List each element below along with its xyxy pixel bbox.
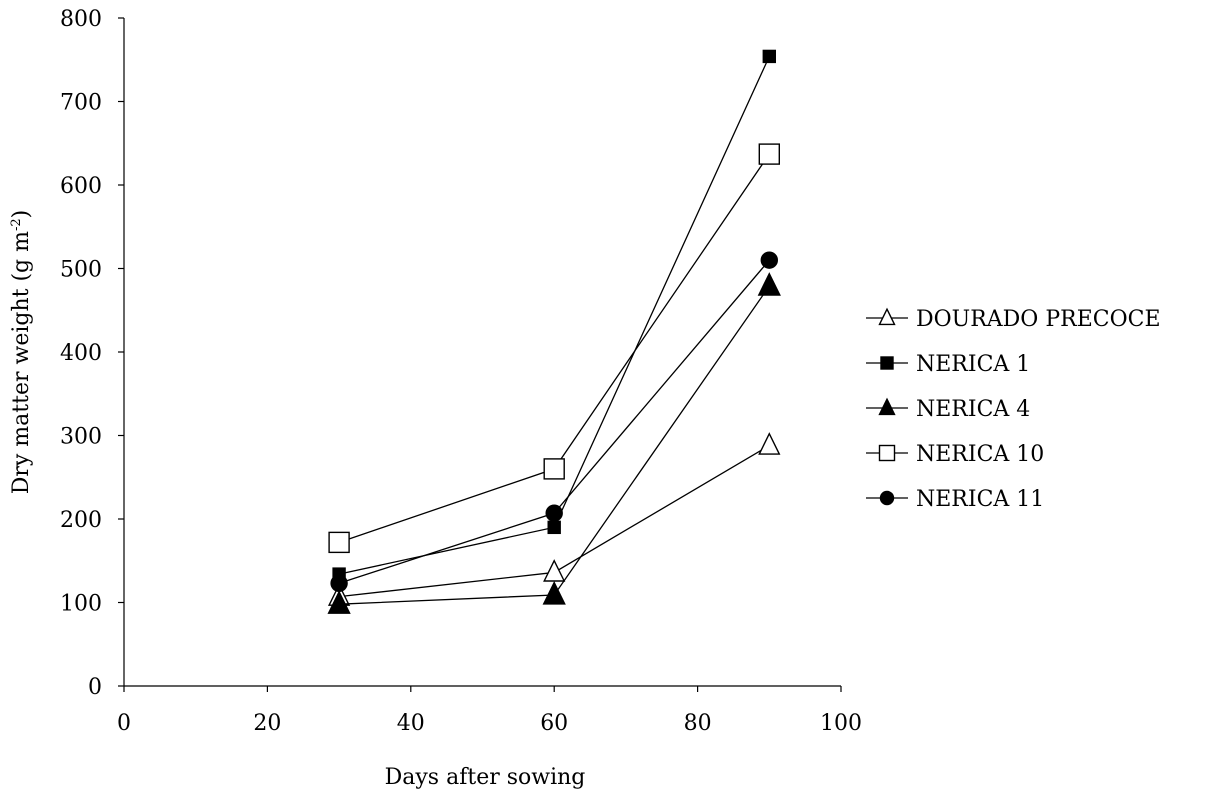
y-axis-label-main: Dry matter weight (g m — [9, 231, 34, 494]
data-point-marker — [545, 504, 563, 522]
data-point-marker — [330, 574, 348, 592]
y-tick-label: 700 — [60, 91, 102, 116]
legend-item: NERICA 11 — [866, 487, 1044, 512]
y-axis-ticks: 0 100 200 300 400 500 600 700 800 — [60, 7, 124, 700]
data-point-marker — [760, 251, 778, 269]
y-axis-label-superscript: -2 — [9, 218, 24, 231]
data-point-marker — [328, 531, 350, 554]
x-tick-label: 100 — [820, 711, 862, 736]
y-axis-label-end: ) — [9, 210, 34, 219]
legend-marker — [880, 356, 894, 370]
x-axis-ticks: 0 20 40 60 80 100 — [117, 686, 862, 736]
legend-item: NERICA 4 — [866, 397, 1030, 422]
y-tick-label: 400 — [60, 341, 102, 366]
series-nerica-1 — [332, 49, 776, 581]
legend-item: DOURADO PRECOCE — [866, 307, 1161, 332]
y-tick-label: 200 — [60, 508, 102, 533]
legend-item: NERICA 1 — [866, 352, 1030, 377]
legend-marker — [879, 490, 895, 506]
x-tick-label: 80 — [684, 711, 712, 736]
legend: DOURADO PRECOCE NERICA 1 NERICA 4 NERICA 10… — [866, 307, 1161, 512]
y-tick-label: 300 — [60, 425, 102, 450]
data-point-marker — [543, 458, 565, 480]
axes — [123, 18, 841, 687]
x-axis-label: Days after sowing — [385, 765, 586, 790]
legend-label: DOURADO PRECOCE — [916, 307, 1161, 332]
legend-label: NERICA 10 — [916, 442, 1044, 467]
data-point-marker — [327, 590, 351, 614]
y-tick-label: 100 — [60, 592, 102, 617]
data-point-marker — [758, 143, 780, 165]
legend-marker — [878, 397, 896, 416]
y-tick-label: 500 — [60, 258, 102, 283]
y-axis-label: Dry matter weight (g m-2) — [9, 210, 34, 495]
x-tick-label: 20 — [253, 711, 281, 736]
data-point-marker — [758, 432, 781, 455]
y-tick-label: 600 — [60, 174, 102, 199]
legend-marker — [878, 307, 896, 326]
data-point-marker — [547, 520, 561, 535]
series-nerica-11 — [330, 251, 778, 592]
legend-label: NERICA 11 — [916, 487, 1044, 512]
y-tick-label: 0 — [88, 675, 102, 700]
series-line — [338, 259, 770, 584]
x-tick-label: 0 — [117, 711, 131, 736]
data-point-marker — [542, 581, 566, 605]
legend-item: NERICA 10 — [866, 442, 1044, 467]
data-point-marker — [757, 272, 781, 296]
series-nerica-4 — [327, 272, 781, 614]
legend-label: NERICA 4 — [916, 397, 1030, 422]
series-nerica-10 — [328, 143, 780, 554]
series-line — [339, 285, 770, 605]
y-tick-label: 800 — [60, 7, 102, 32]
legend-marker — [878, 444, 896, 462]
legend-label: NERICA 1 — [916, 352, 1030, 377]
x-tick-label: 60 — [540, 711, 568, 736]
series-line — [338, 56, 770, 575]
data-point-marker — [543, 559, 566, 582]
x-tick-label: 40 — [397, 711, 425, 736]
data-point-marker — [762, 49, 776, 64]
series-group — [327, 49, 781, 614]
